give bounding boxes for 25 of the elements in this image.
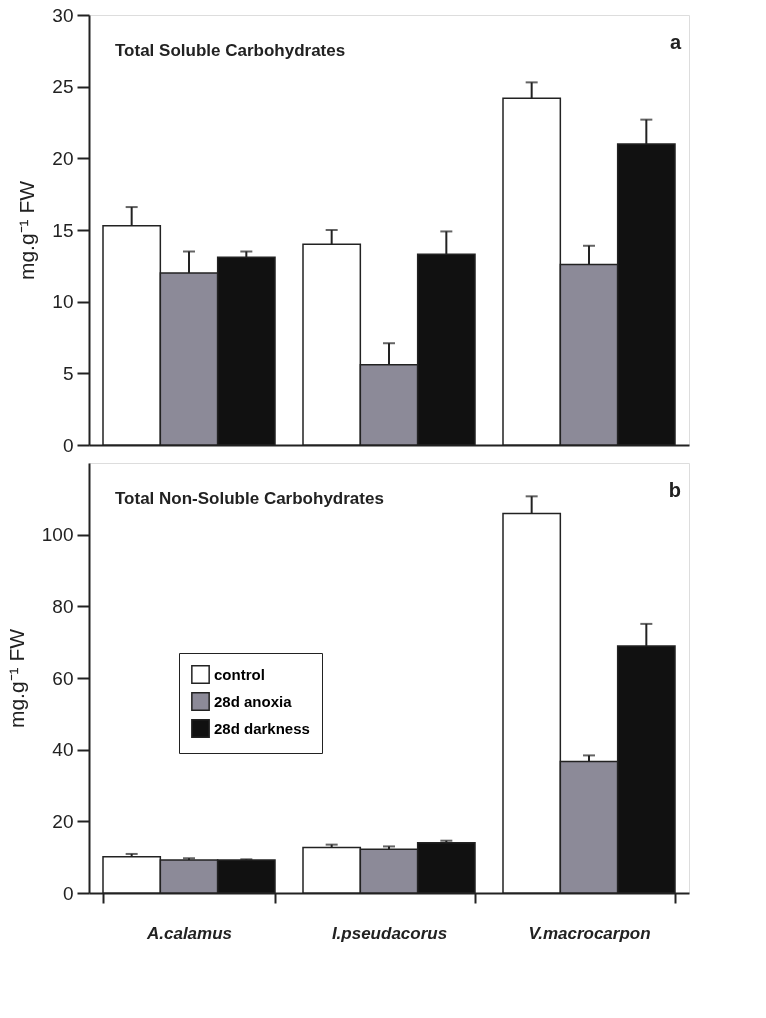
y-tick-label: 100: [41, 524, 74, 546]
y-tick-label: 10: [52, 291, 74, 313]
text: Total Non-Soluble Carbohydrates: [115, 489, 384, 508]
text: Total Soluble Carbohydrates: [115, 41, 346, 60]
annotation: a: [669, 31, 682, 53]
x-tick-label: V.macrocarpon: [528, 923, 651, 943]
y-tick-label: 0: [62, 434, 74, 456]
legend-label: 28d darkness: [214, 719, 310, 737]
y-tick-label: 80: [52, 595, 74, 617]
x-tick-label: I.pseudacorus: [331, 923, 448, 943]
legend-label: 28d anoxia: [214, 692, 293, 710]
y-tick-label: 30: [52, 4, 74, 26]
y-tick-label: 5: [62, 362, 74, 384]
legend-label: control: [214, 665, 265, 683]
y-axis-title: mg.g⁻¹ FW: [15, 180, 39, 281]
y-tick-label: 60: [52, 667, 74, 689]
y-axis-title: mg.g⁻¹ FW: [4, 628, 28, 729]
y-tick-label: 15: [52, 219, 74, 241]
y-tick-label: 0: [62, 882, 74, 904]
y-tick-label: 20: [52, 810, 74, 832]
y-tick-label: 40: [52, 739, 74, 761]
y-tick-label: 20: [52, 147, 74, 169]
y-tick-label: 25: [52, 76, 74, 98]
annotation: b: [668, 479, 681, 501]
x-tick-label: A.calamus: [145, 923, 233, 943]
